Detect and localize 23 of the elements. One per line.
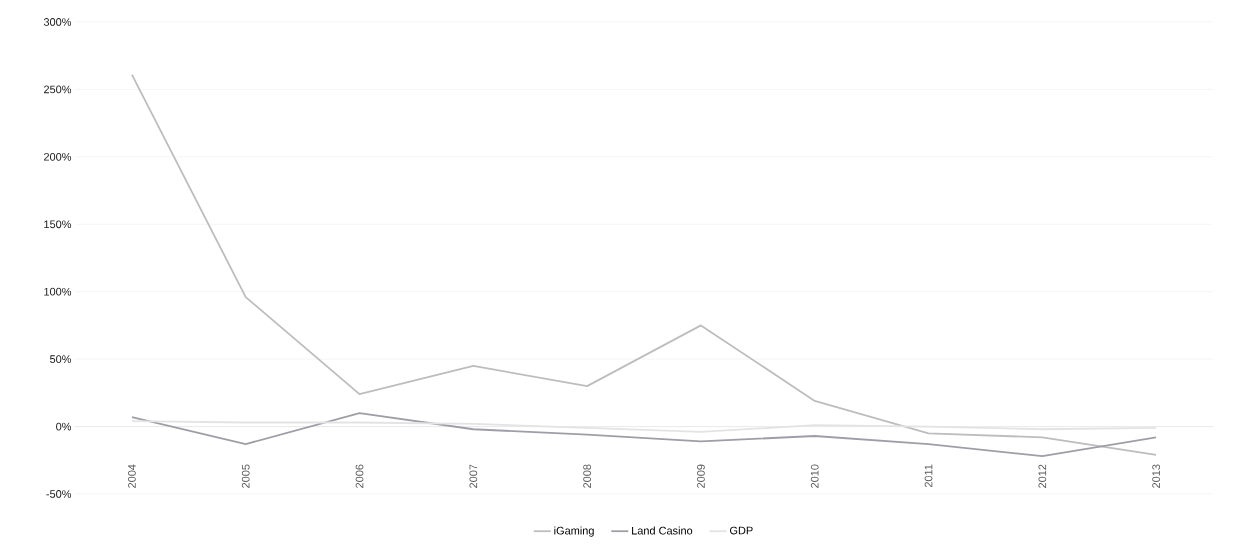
y-tick-label: 150%	[44, 220, 72, 229]
x-tick-label: 2006	[355, 464, 364, 488]
x-tick-label: 2008	[583, 464, 591, 488]
x-tick-label: 2009	[697, 464, 705, 488]
y-tick-label: -50%	[46, 490, 72, 498]
x-tick-label: 2012	[1038, 464, 1047, 488]
x-tick-label: 2011	[924, 464, 933, 488]
line-series	[131, 73, 1158, 456]
x-tick-label: 2010	[810, 464, 819, 488]
legend-label: iGaming	[554, 526, 594, 537]
x-tick-label: 2013	[1152, 464, 1160, 488]
y-tick-label: 200%	[44, 152, 72, 161]
y-tick-label: 50%	[50, 355, 72, 364]
y-tick-label: 250%	[44, 85, 72, 94]
legend-label: GDP	[729, 526, 753, 535]
line-series	[131, 412, 1158, 458]
legend-label: Land Casino	[632, 526, 693, 535]
y-tick-label: 100%	[44, 287, 72, 296]
y-tick-label: 300%	[43, 18, 72, 26]
y-tick-label: 0%	[56, 422, 72, 431]
x-tick-label: 2007	[469, 464, 478, 488]
x-tick-label: 2004	[128, 464, 136, 488]
x-tick-label: 2005	[241, 464, 250, 488]
